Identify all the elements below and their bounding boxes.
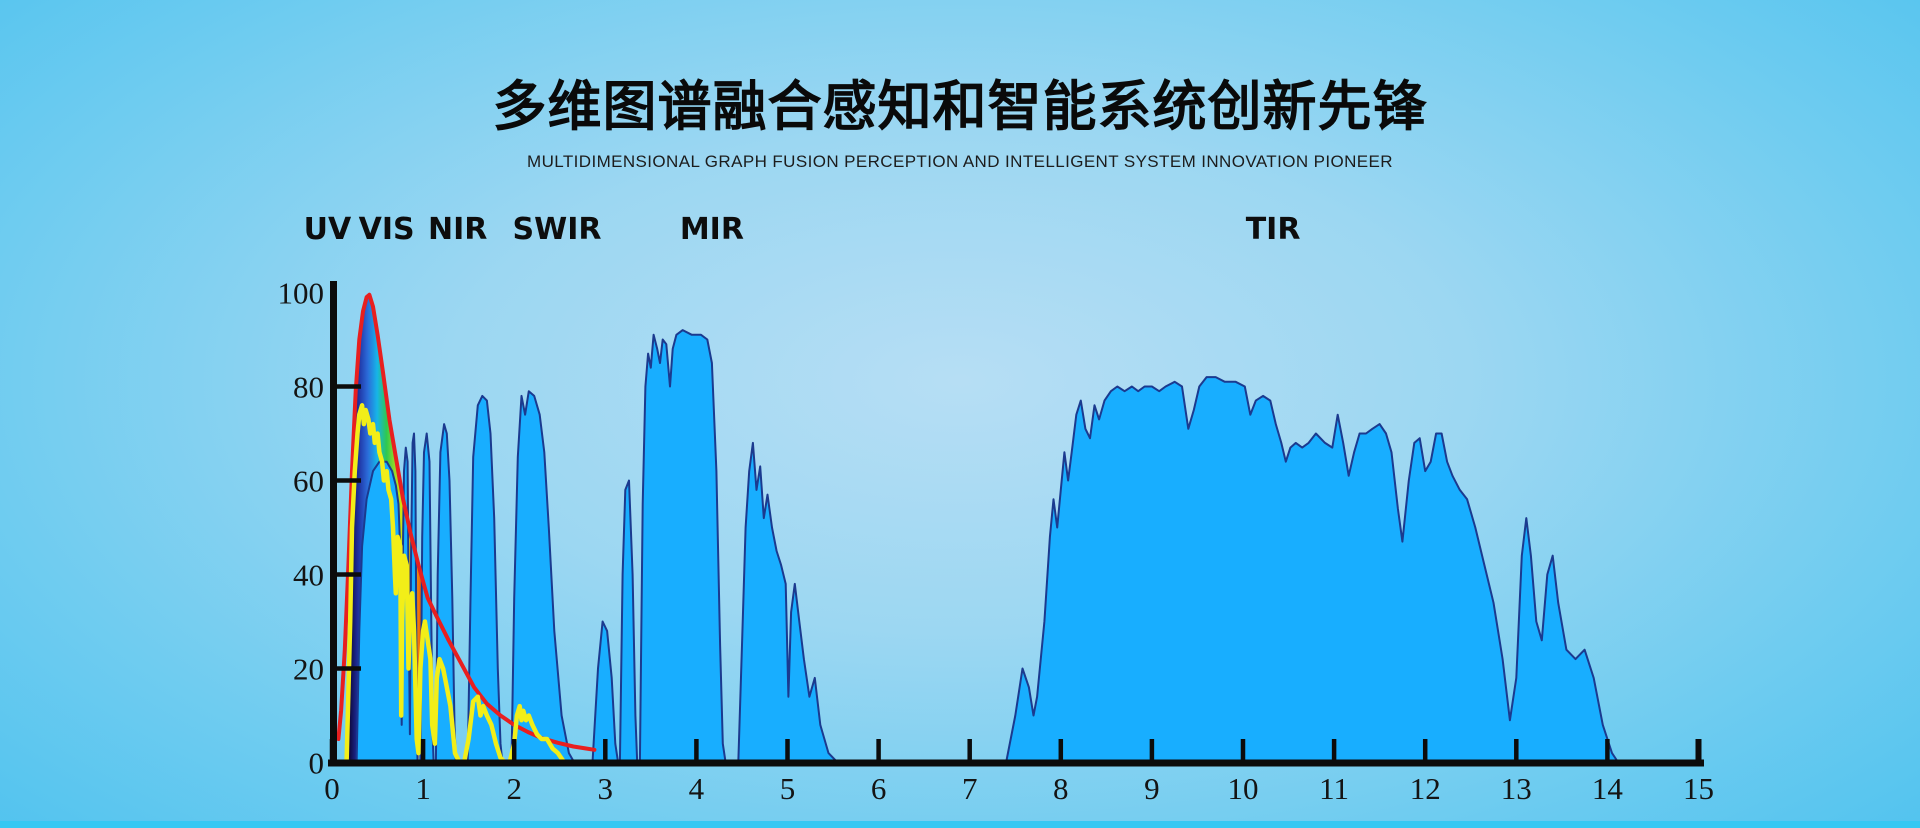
band-label-tir: TIR xyxy=(1245,212,1301,247)
x-tick-label-4: 4 xyxy=(689,771,705,806)
band-label-uv: UV xyxy=(303,212,352,247)
x-tick-label-7: 7 xyxy=(962,771,978,806)
x-tick-label-15: 15 xyxy=(1683,771,1714,806)
solar-ground-curve xyxy=(344,403,567,765)
x-tick-label-12: 12 xyxy=(1410,771,1441,806)
band-label-mir: MIR xyxy=(679,212,744,247)
band-label-vis: VIS xyxy=(358,212,415,247)
x-tick-label-11: 11 xyxy=(1319,771,1349,806)
band-label-nir: NIR xyxy=(428,212,488,247)
y-tick-label-0: 0 xyxy=(309,746,325,781)
y-tick-label-80: 80 xyxy=(293,370,324,405)
x-tick-label-14: 14 xyxy=(1592,771,1624,806)
x-tick-label-2: 2 xyxy=(506,771,522,806)
page-subtitle: MULTIDIMENSIONAL GRAPH FUSION PERCEPTION… xyxy=(527,152,1393,171)
x-tick-label-1: 1 xyxy=(415,771,431,806)
x-tick-label-3: 3 xyxy=(598,771,614,806)
y-tick-label-40: 40 xyxy=(293,558,324,593)
atmospheric-transmission-area xyxy=(355,329,1620,764)
y-tick-label-100: 100 xyxy=(278,276,325,311)
page-title: 多维图谱融合感知和智能系统创新先锋 xyxy=(492,75,1428,138)
band-label-swir: SWIR xyxy=(512,212,602,247)
x-tick-label-8: 8 xyxy=(1053,771,1069,806)
x-tick-label-13: 13 xyxy=(1501,771,1532,806)
y-tick-label-20: 20 xyxy=(293,652,324,687)
x-tick-label-0: 0 xyxy=(324,771,340,806)
bottom-edge-strip xyxy=(0,821,1920,828)
x-tick-label-6: 6 xyxy=(871,771,887,806)
x-tick-label-5: 5 xyxy=(780,771,796,806)
x-tick-label-9: 9 xyxy=(1144,771,1160,806)
y-tick-label-60: 60 xyxy=(293,464,324,499)
solar-toa-curve xyxy=(336,292,597,752)
x-tick-label-10: 10 xyxy=(1228,771,1259,806)
